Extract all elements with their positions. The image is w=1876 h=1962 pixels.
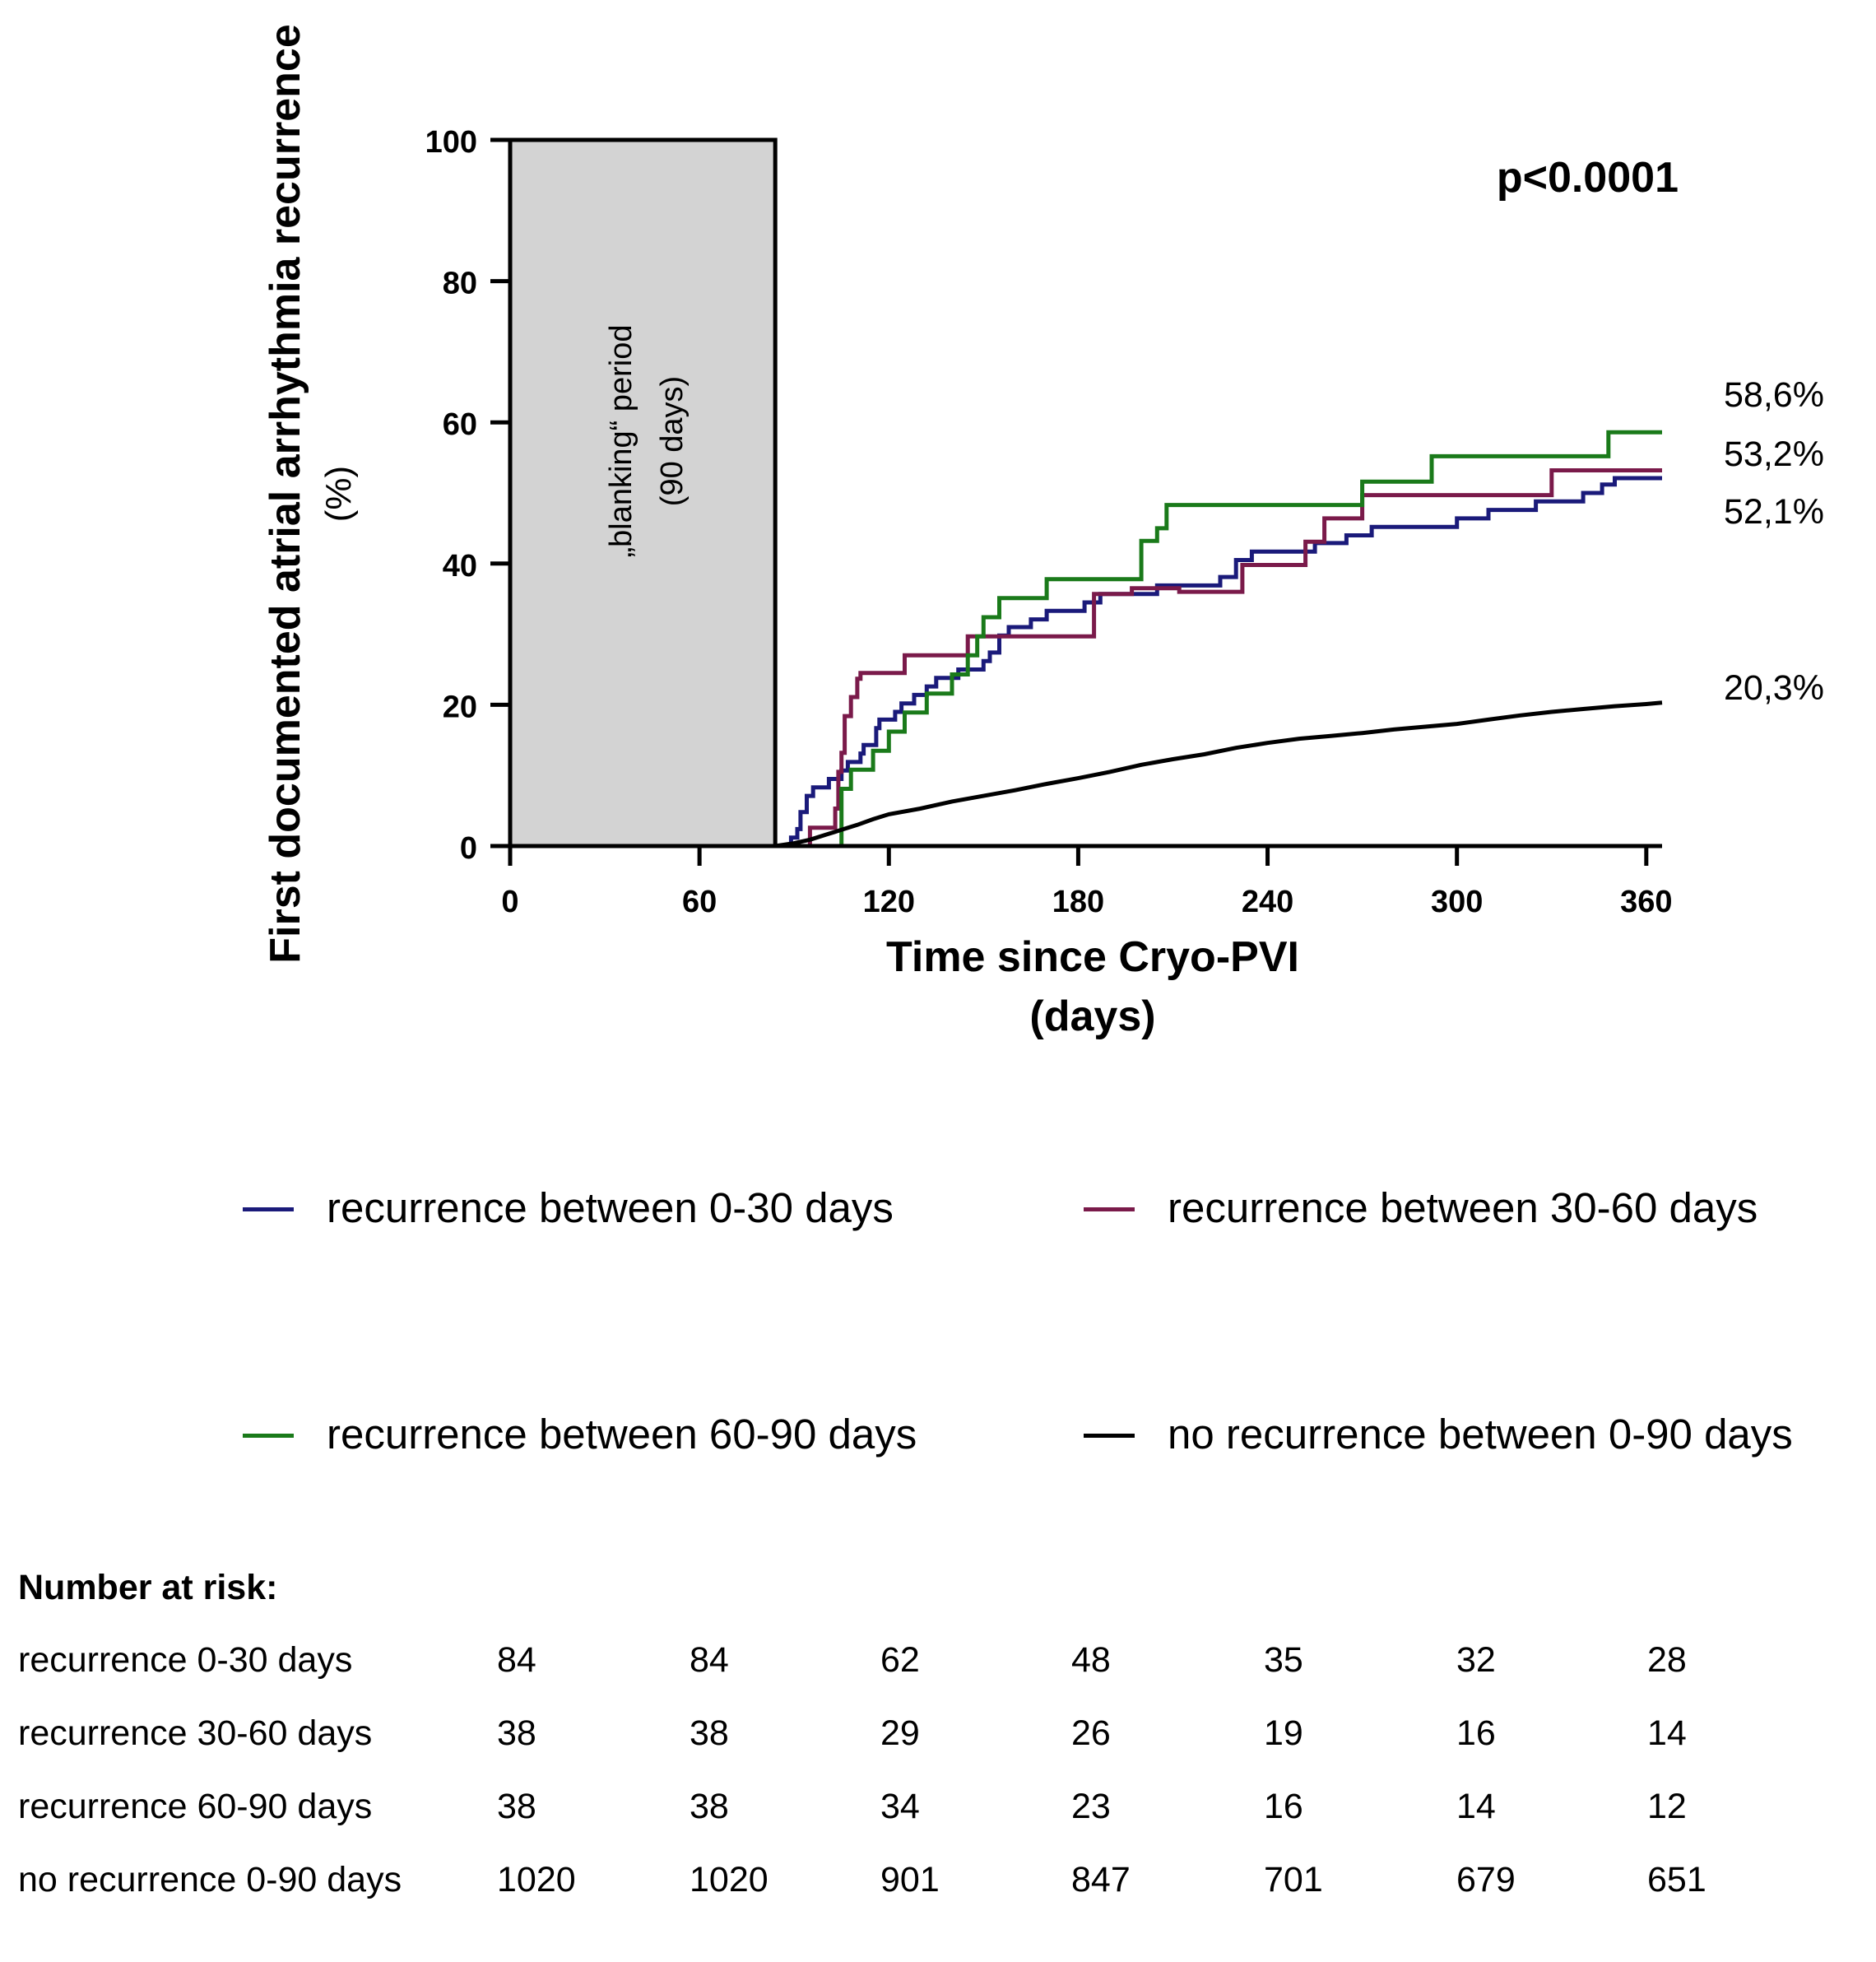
risk-cell: 901 [880,1860,940,1899]
x-tick-label: 360 [1620,885,1672,919]
end-label-0: 52,1% [1724,492,1824,532]
kaplan-meier-chart: „blanking“ period (90 days) 52,1% 53,2% 58,… [262,24,1824,1040]
blanking-period-region: „blanking“ period (90 days) [508,137,778,848]
axes [490,137,1662,866]
legend-label: recurrence between 60-90 days [327,1411,917,1458]
series-line-0 [775,476,1662,848]
risk-row-label: recurrence 60-90 days [18,1787,373,1826]
end-label-3: 20,3% [1724,668,1824,708]
number-at-risk-table: Number at risk: recurrence 0-30 days 84 84… [0,1568,1876,1899]
risk-cell: 701 [1264,1860,1323,1899]
risk-cell: 16 [1264,1787,1303,1826]
legend-label: recurrence between 0-30 days [327,1184,894,1231]
risk-cell: 26 [1071,1713,1111,1753]
risk-table-row: recurrence 0-30 days 84 84 62 48 35 32 28 [0,1640,1876,1690]
risk-cell: 19 [1264,1713,1303,1753]
x-tick-label: 120 [863,885,915,919]
series-line-2 [775,430,1662,848]
risk-cell: 651 [1647,1860,1707,1899]
risk-cell: 48 [1071,1640,1111,1680]
blanking-label-line: (90 days) [655,376,690,506]
y-tick-label: 20 [443,690,477,724]
legend-swatch [243,1207,294,1212]
series-lines: 52,1% 53,2% 58,6% 20,3% [774,375,1824,848]
risk-cell: 38 [497,1787,536,1826]
risk-cell: 35 [1264,1640,1303,1680]
x-axis-title-line: Time since Cryo-PVI [886,933,1299,981]
series-line-1 [775,468,1662,848]
blanking-rect [508,137,778,848]
y-axis-title: First documented atrial arrhythmia recur… [262,24,359,964]
risk-cell: 38 [497,1713,536,1753]
x-tick-label: 60 [682,885,717,919]
y-tick-label: 80 [443,267,477,301]
end-label-2: 58,6% [1724,375,1824,415]
legend-swatch [1084,1207,1135,1212]
risk-cell: 1020 [690,1860,769,1899]
risk-cell: 34 [880,1787,920,1826]
y-axis-title-line: First documented atrial arrhythmia recur… [262,24,309,964]
risk-row-label: no recurrence 0-90 days [18,1860,402,1899]
y-tick-label: 60 [443,407,477,442]
risk-cell: 16 [1456,1713,1496,1753]
legend-item-1: recurrence between 30-60 days [1084,1183,1758,1232]
p-value-label: p<0.0001 [1497,154,1679,202]
chart-text: p<0.0001 Time since Cryo-PVI (days) First d… [262,24,1679,1040]
y-tick-label: 100 [425,125,477,160]
risk-cell: 14 [1456,1787,1496,1826]
end-label-1: 53,2% [1724,435,1824,474]
risk-table-row: recurrence 30-60 days 38 38 29 26 19 16 14 [0,1713,1876,1763]
risk-cell: 29 [880,1713,920,1753]
x-tick-label: 0 [501,885,518,919]
risk-row-label: recurrence 30-60 days [18,1713,373,1753]
risk-cell: 1020 [497,1860,576,1899]
x-axis-title: Time since Cryo-PVI (days) [886,933,1299,1040]
risk-cell: 62 [880,1640,920,1680]
legend-label: no recurrence between 0-90 days [1168,1411,1793,1458]
legend-swatch [243,1434,294,1439]
legend-item-3: no recurrence between 0-90 days [1084,1410,1793,1458]
risk-cell: 23 [1071,1787,1111,1826]
risk-row-label: recurrence 0-30 days [18,1640,353,1680]
legend-item-2: recurrence between 60-90 days [243,1410,917,1458]
x-tick-label: 180 [1052,885,1104,919]
legend-swatch [1084,1434,1135,1439]
risk-cell: 84 [690,1640,729,1680]
risk-table-title: Number at risk: [18,1568,278,1607]
blanking-label: „blanking“ period (90 days) [604,324,690,557]
x-tick-label: 240 [1242,885,1293,919]
risk-cell: 847 [1071,1860,1131,1899]
risk-cell: 12 [1647,1787,1687,1826]
risk-table-row: no recurrence 0-90 days 1020 1020 901 847 701… [0,1860,1876,1909]
x-axis-title-line: (days) [1029,993,1155,1040]
y-axis-title-line: (%) [318,466,359,522]
series-line-3 [774,700,1663,848]
blanking-label-line: „blanking“ period [604,324,638,557]
tick-labels: 0 20 40 60 80 100 0 60 120 180 240 300 360 [425,125,1673,919]
y-tick-label: 0 [460,831,477,866]
x-tick-label: 300 [1431,885,1483,919]
legend-item-0: recurrence between 0-30 days [243,1183,894,1232]
risk-cell: 28 [1647,1640,1687,1680]
risk-cell: 679 [1456,1860,1516,1899]
risk-cell: 32 [1456,1640,1496,1680]
y-tick-label: 40 [443,549,477,583]
risk-cell: 38 [690,1787,729,1826]
risk-cell: 84 [497,1640,536,1680]
risk-cell: 14 [1647,1713,1687,1753]
legend-label: recurrence between 30-60 days [1168,1184,1758,1231]
risk-table-row: recurrence 60-90 days 38 38 34 23 16 14 12 [0,1787,1876,1836]
risk-cell: 38 [690,1713,729,1753]
